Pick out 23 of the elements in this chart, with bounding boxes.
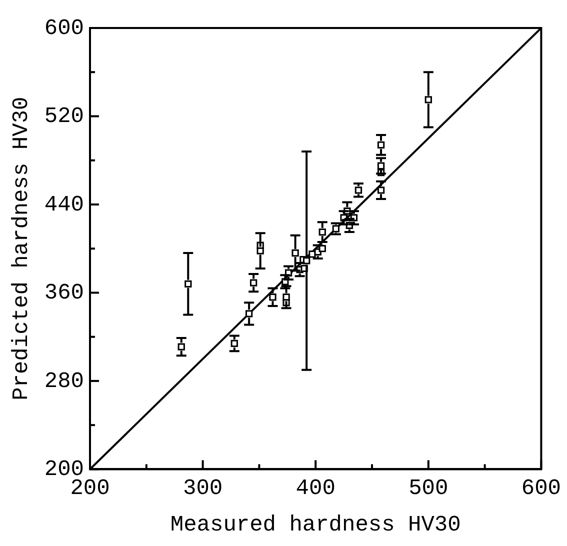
point [292, 249, 299, 257]
x-tick-label: 500 [408, 476, 448, 502]
y-tick-label: 280 [44, 368, 84, 394]
x-tick-label: 400 [296, 476, 336, 502]
x-axis-title: Measured hardness HV30 [170, 512, 461, 538]
point [269, 294, 276, 301]
point [250, 279, 258, 286]
y-axis-title: Predicted hardness HV30 [9, 96, 34, 400]
point [424, 96, 432, 104]
point [318, 228, 326, 236]
point [377, 186, 385, 194]
y-tick-label: 520 [44, 104, 84, 130]
y-tick-label: 440 [44, 192, 84, 218]
y-tick-label: 600 [44, 16, 84, 41]
point [303, 257, 310, 264]
point [308, 250, 316, 258]
x-tick-label: 300 [183, 476, 223, 502]
point [245, 310, 253, 318]
point [377, 141, 385, 148]
y-tick-label: 360 [44, 280, 84, 306]
point [178, 343, 185, 350]
point [184, 280, 192, 288]
x-tick-label: 600 [521, 476, 561, 502]
